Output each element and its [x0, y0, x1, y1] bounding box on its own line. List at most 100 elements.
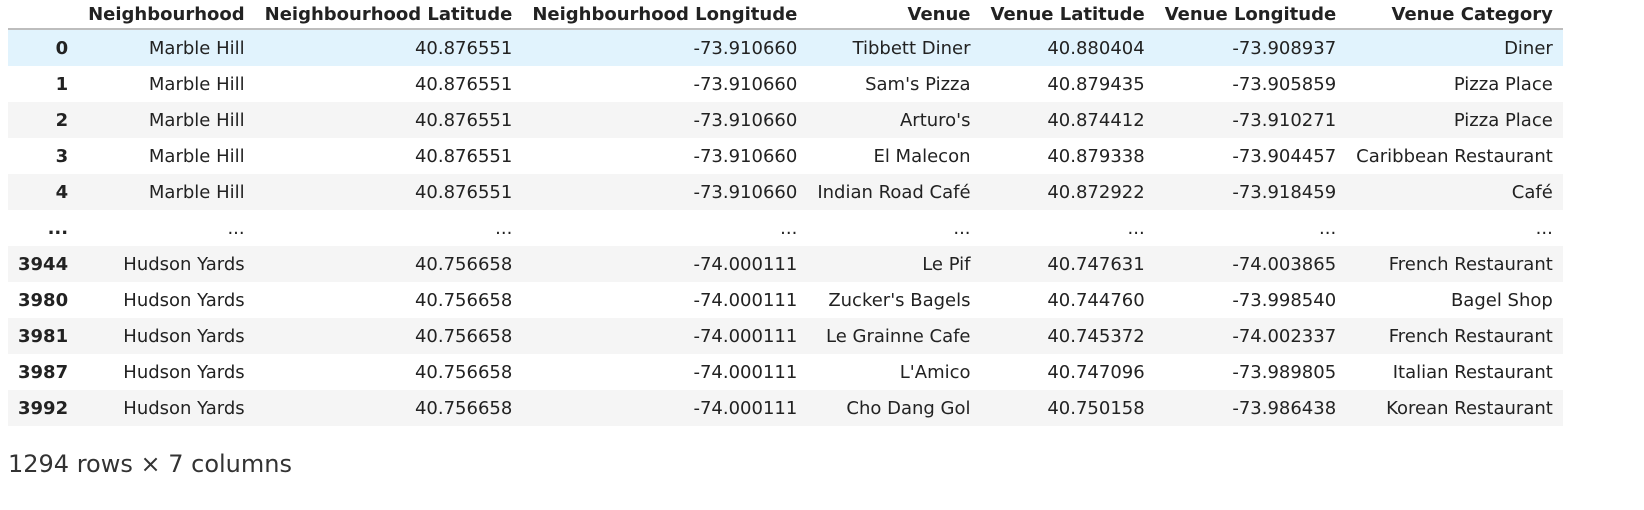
table-cell: 40.876551 — [414, 181, 513, 203]
table-cell: -73.998540 — [1232, 289, 1337, 311]
table-cell: ... — [780, 217, 798, 239]
column-header: Venue — [807, 0, 981, 30]
row-index: 2 — [55, 109, 69, 131]
column-header: Neighbourhood — [78, 0, 255, 30]
table-cell: Caribbean Restaurant — [1356, 145, 1553, 167]
row-index: 4 — [55, 181, 69, 203]
table-cell: -74.002337 — [1232, 325, 1337, 347]
table-cell: -73.904457 — [1232, 145, 1337, 167]
column-header: Venue Latitude — [980, 0, 1155, 30]
table-cell: ... — [1535, 217, 1553, 239]
dataframe-shape-label: 1294 rows × 7 columns — [8, 450, 292, 478]
table-cell: Café — [1511, 181, 1553, 203]
table-cell: Marble Hill — [148, 145, 245, 167]
table-cell: 40.880404 — [1047, 37, 1145, 59]
row-index: ... — [47, 217, 69, 239]
table-cell: 40.876551 — [414, 145, 513, 167]
table-cell: L'Amico — [899, 361, 971, 383]
table-cell: 40.872922 — [1047, 181, 1145, 203]
header-row: Neighbourhood Neighbourhood Latitude Neigh… — [8, 0, 1563, 30]
table-cell: El Malecon — [873, 145, 971, 167]
row-index: 1 — [55, 73, 69, 95]
table-cell: -73.910660 — [693, 145, 798, 167]
table-row: 4 Marble Hill 40.876551 -73.910660 Indian Ro… — [8, 174, 1563, 210]
table-row: 3987 Hudson Yards 40.756658 -74.000111 L'Ami… — [8, 354, 1563, 390]
table-row: 3981 Hudson Yards 40.756658 -74.000111 Le Gr… — [8, 318, 1563, 354]
table-cell: -73.910660 — [693, 109, 798, 131]
table-cell: Pizza Place — [1453, 109, 1553, 131]
table-cell: -73.910271 — [1232, 109, 1337, 131]
table-cell: Zucker's Bagels — [828, 289, 971, 311]
column-header: Venue Category — [1346, 0, 1563, 30]
table-body: 0 Marble Hill 40.876551 -73.910660 Tibbett D… — [8, 29, 1563, 426]
table-cell: 40.756658 — [414, 325, 513, 347]
table-row: 3980 Hudson Yards 40.756658 -74.000111 Zucke… — [8, 282, 1563, 318]
table-cell: ... — [495, 217, 513, 239]
table-cell: Hudson Yards — [123, 397, 245, 419]
table-cell: Marble Hill — [148, 181, 245, 203]
table-cell: Hudson Yards — [123, 361, 245, 383]
table-cell: Hudson Yards — [123, 253, 245, 275]
table-row: 0 Marble Hill 40.876551 -73.910660 Tibbett D… — [8, 29, 1563, 66]
table-cell: Le Grainne Cafe — [826, 325, 971, 347]
table-cell: -74.000111 — [693, 253, 798, 275]
table-cell: Korean Restaurant — [1386, 397, 1553, 419]
column-header: Neighbourhood Longitude — [522, 0, 808, 30]
table-cell: 40.745372 — [1047, 325, 1145, 347]
table-cell: -73.905859 — [1232, 73, 1337, 95]
table-cell: Bagel Shop — [1450, 289, 1553, 311]
table-cell: Le Pif — [922, 253, 971, 275]
row-index: 3 — [55, 145, 69, 167]
table-cell: Cho Dang Gol — [846, 397, 971, 419]
table-row: 1 Marble Hill 40.876551 -73.910660 Sam's Piz… — [8, 66, 1563, 102]
table-cell: 40.879338 — [1047, 145, 1145, 167]
table-cell: 40.747631 — [1047, 253, 1145, 275]
table-cell: 40.756658 — [414, 397, 513, 419]
table-header: Neighbourhood Neighbourhood Latitude Neigh… — [8, 0, 1563, 30]
table-cell: -74.000111 — [693, 397, 798, 419]
table-row: 3 Marble Hill 40.876551 -73.910660 El Maleco… — [8, 138, 1563, 174]
row-index: 3981 — [18, 325, 69, 347]
table-cell: ... — [227, 217, 245, 239]
table-cell: Marble Hill — [148, 109, 245, 131]
column-header: Venue Longitude — [1154, 0, 1347, 30]
row-index: 3980 — [18, 289, 69, 311]
table-cell: 40.874412 — [1047, 109, 1145, 131]
table-cell: 40.876551 — [414, 37, 513, 59]
table-cell: -73.910660 — [693, 37, 798, 59]
index-header — [8, 0, 79, 30]
table-cell: 40.750158 — [1047, 397, 1145, 419]
table-cell: -73.908937 — [1232, 37, 1337, 59]
table-cell: Sam's Pizza — [865, 73, 971, 95]
table-cell: 40.747096 — [1047, 361, 1145, 383]
table-row: 2 Marble Hill 40.876551 -73.910660 Arturo's 4… — [8, 102, 1563, 138]
table-cell: 40.876551 — [414, 109, 513, 131]
table-cell: -74.000111 — [693, 289, 798, 311]
table-cell: 40.756658 — [414, 361, 513, 383]
table-cell: -73.989805 — [1232, 361, 1337, 383]
table-cell: French Restaurant — [1388, 325, 1553, 347]
table-cell: -73.910660 — [693, 181, 798, 203]
table-cell: -73.918459 — [1232, 181, 1337, 203]
table-cell: -73.910660 — [693, 73, 798, 95]
table-cell: Italian Restaurant — [1392, 361, 1553, 383]
table-cell: French Restaurant — [1388, 253, 1553, 275]
table-cell: 40.756658 — [414, 289, 513, 311]
table-row: 3944 Hudson Yards 40.756658 -74.000111 Le Pi… — [8, 246, 1563, 282]
table-cell: 40.879435 — [1047, 73, 1145, 95]
table-row: 3992 Hudson Yards 40.756658 -74.000111 Cho D… — [8, 390, 1563, 426]
table-cell: -73.986438 — [1232, 397, 1337, 419]
row-index: 0 — [55, 37, 69, 59]
table-cell: Hudson Yards — [123, 325, 245, 347]
table-cell: Diner — [1504, 37, 1553, 59]
row-index: 3992 — [18, 397, 69, 419]
table-cell: ... — [1319, 217, 1337, 239]
table-cell: -74.003865 — [1232, 253, 1337, 275]
table-cell: -74.000111 — [693, 361, 798, 383]
table-cell: Arturo's — [899, 109, 971, 131]
dataframe-output: Neighbourhood Neighbourhood Latitude Neigh… — [8, 0, 1563, 426]
table-cell: ... — [953, 217, 971, 239]
table-cell: Hudson Yards — [123, 289, 245, 311]
table-cell: -74.000111 — [693, 325, 798, 347]
table-cell: Pizza Place — [1453, 73, 1553, 95]
